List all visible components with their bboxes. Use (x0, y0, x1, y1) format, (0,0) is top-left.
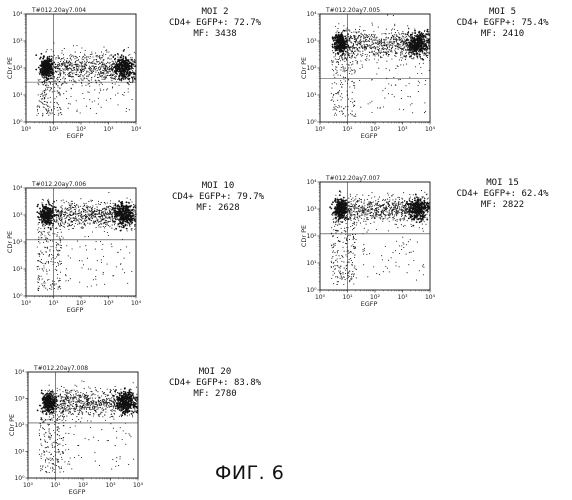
moi-label-4: MOI 15 (435, 178, 570, 189)
flow-plot-1: T#012.20ay7.00410⁰10⁰10¹10¹10²10²10³10³1… (4, 4, 139, 144)
mf-label-5: MF: 2780 (145, 389, 285, 400)
y-tick-label-2-1: 10¹ (306, 92, 317, 99)
x-tick-label-4-1: 10¹ (342, 294, 353, 301)
event-dots-2 (331, 15, 431, 117)
figure-label: ФИГ. 6 (215, 462, 284, 484)
y-axis-label-2: CDr PE (300, 57, 308, 79)
y-tick-label-5-2: 10² (14, 422, 25, 429)
moi-label-2: MOI 5 (435, 7, 570, 18)
plot-frame-5 (28, 372, 138, 478)
y-tick-label-1-4: 10⁴ (12, 11, 23, 18)
x-tick-label-1-3: 10³ (103, 126, 114, 133)
y-tick-label-3-2: 10² (12, 239, 23, 246)
y-tick-label-2-3: 10³ (306, 38, 317, 45)
flow-plot-5: T#012.20ay7.00810⁰10⁰10¹10¹10²10²10³10³1… (4, 362, 142, 498)
y-tick-label-3-1: 10¹ (12, 266, 23, 273)
event-dots-3 (36, 192, 136, 291)
x-tick-label-4-3: 10³ (397, 294, 408, 301)
y-tick-label-1-0: 10⁰ (12, 119, 23, 126)
x-tick-label-5-4: 10⁴ (133, 482, 144, 489)
x-axis-label-3: EGFP (67, 306, 84, 314)
y-tick-label-2-2: 10² (306, 65, 317, 72)
x-tick-label-1-4: 10⁴ (131, 126, 142, 133)
annotation-1: MOI 2 CD4+ EGFP+: 72.7% MF: 3438 (145, 7, 285, 40)
plot-title-5: T#012.20ay7.008 (33, 365, 88, 372)
x-tick-label-4-4: 10⁴ (425, 294, 436, 301)
x-tick-label-1-0: 10⁰ (21, 126, 32, 133)
percent-label-4: CD4+ EGFP+: 62.4% (435, 189, 570, 200)
event-dots-5 (37, 380, 139, 473)
y-tick-label-4-0: 10⁰ (306, 287, 317, 294)
y-tick-label-5-1: 10¹ (14, 449, 25, 456)
x-axis-label-1: EGFP (67, 132, 84, 140)
mf-label-1: MF: 3438 (145, 29, 285, 40)
x-axis-label-2: EGFP (361, 132, 378, 140)
x-tick-label-2-3: 10³ (397, 126, 408, 133)
x-tick-label-2-1: 10¹ (342, 126, 353, 133)
scatter-plot-2: T#012.20ay7.00510⁰10⁰10¹10¹10²10²10³10³1… (296, 4, 434, 144)
scatter-plot-5: T#012.20ay7.00810⁰10⁰10¹10¹10²10²10³10³1… (4, 362, 142, 498)
flow-plot-2: T#012.20ay7.00510⁰10⁰10¹10¹10²10²10³10³1… (296, 4, 434, 144)
event-dots-1 (35, 43, 136, 117)
y-tick-label-3-0: 10⁰ (12, 293, 23, 300)
percent-label-2: CD4+ EGFP+: 75.4% (435, 18, 570, 29)
y-tick-label-3-3: 10³ (12, 212, 23, 219)
percent-label-5: CD4+ EGFP+: 83.8% (145, 378, 285, 389)
moi-label-3: MOI 10 (148, 181, 288, 192)
y-tick-label-3-4: 10⁴ (12, 185, 23, 192)
x-tick-label-5-3: 10³ (105, 482, 116, 489)
plot-title-1: T#012.20ay7.004 (31, 7, 86, 14)
x-tick-label-3-0: 10⁰ (21, 300, 32, 307)
x-tick-label-4-0: 10⁰ (315, 294, 326, 301)
x-tick-label-3-4: 10⁴ (131, 300, 142, 307)
scatter-plot-4: T#012.20ay7.00710⁰10⁰10¹10¹10²10²10³10³1… (296, 172, 434, 312)
x-axis-label-5: EGFP (69, 488, 86, 496)
x-tick-label-2-4: 10⁴ (425, 126, 436, 133)
plot-title-4: T#012.20ay7.007 (325, 175, 380, 182)
y-tick-label-1-1: 10¹ (12, 92, 23, 99)
moi-label-1: MOI 2 (145, 7, 285, 18)
event-dots-4 (329, 190, 430, 285)
y-tick-label-1-2: 10² (12, 65, 23, 72)
x-tick-label-5-1: 10¹ (50, 482, 61, 489)
x-tick-label-2-0: 10⁰ (315, 126, 326, 133)
y-axis-label-4: CDr PE (300, 225, 308, 247)
mf-label-3: MF: 2628 (148, 203, 288, 214)
plot-frame-2 (320, 14, 430, 122)
y-axis-label-5: CDr PE (8, 414, 16, 436)
flow-plot-4: T#012.20ay7.00710⁰10⁰10¹10¹10²10²10³10³1… (296, 172, 434, 312)
annotation-5: MOI 20 CD4+ EGFP+: 83.8% MF: 2780 (145, 367, 285, 400)
scatter-plot-1: T#012.20ay7.00410⁰10⁰10¹10¹10²10²10³10³1… (4, 4, 139, 144)
annotation-4: MOI 15 CD4+ EGFP+: 62.4% MF: 2822 (435, 178, 570, 211)
flow-plot-3: T#012.20ay7.00610⁰10⁰10¹10¹10²10²10³10³1… (4, 178, 139, 318)
plot-title-2: T#012.20ay7.005 (325, 7, 380, 14)
moi-label-5: MOI 20 (145, 367, 285, 378)
y-tick-label-5-3: 10³ (14, 396, 25, 403)
plot-title-3: T#012.20ay7.006 (31, 181, 86, 188)
y-tick-label-5-0: 10⁰ (14, 475, 25, 482)
y-tick-label-2-4: 10⁴ (306, 11, 317, 18)
y-tick-label-4-1: 10¹ (306, 260, 317, 267)
scatter-plot-3: T#012.20ay7.00610⁰10⁰10¹10¹10²10²10³10³1… (4, 178, 139, 318)
mf-label-4: MF: 2822 (435, 200, 570, 211)
y-axis-label-3: CDr PE (6, 231, 14, 253)
x-axis-label-4: EGFP (361, 300, 378, 308)
y-tick-label-2-0: 10⁰ (306, 119, 317, 126)
y-tick-label-4-2: 10² (306, 233, 317, 240)
annotation-2: MOI 5 CD4+ EGFP+: 75.4% MF: 2410 (435, 7, 570, 40)
percent-label-3: CD4+ EGFP+: 79.7% (148, 192, 288, 203)
y-axis-label-1: CDr PE (6, 57, 14, 79)
percent-label-1: CD4+ EGFP+: 72.7% (145, 18, 285, 29)
mf-label-2: MF: 2410 (435, 29, 570, 40)
annotation-3: MOI 10 CD4+ EGFP+: 79.7% MF: 2628 (148, 181, 288, 214)
plot-frame-4 (320, 182, 430, 290)
x-tick-label-3-1: 10¹ (48, 300, 59, 307)
x-tick-label-1-1: 10¹ (48, 126, 59, 133)
y-tick-label-4-3: 10³ (306, 206, 317, 213)
x-tick-label-3-3: 10³ (103, 300, 114, 307)
y-tick-label-4-4: 10⁴ (306, 179, 317, 186)
y-tick-label-1-3: 10³ (12, 38, 23, 45)
x-tick-label-5-0: 10⁰ (23, 482, 34, 489)
y-tick-label-5-4: 10⁴ (14, 369, 25, 376)
